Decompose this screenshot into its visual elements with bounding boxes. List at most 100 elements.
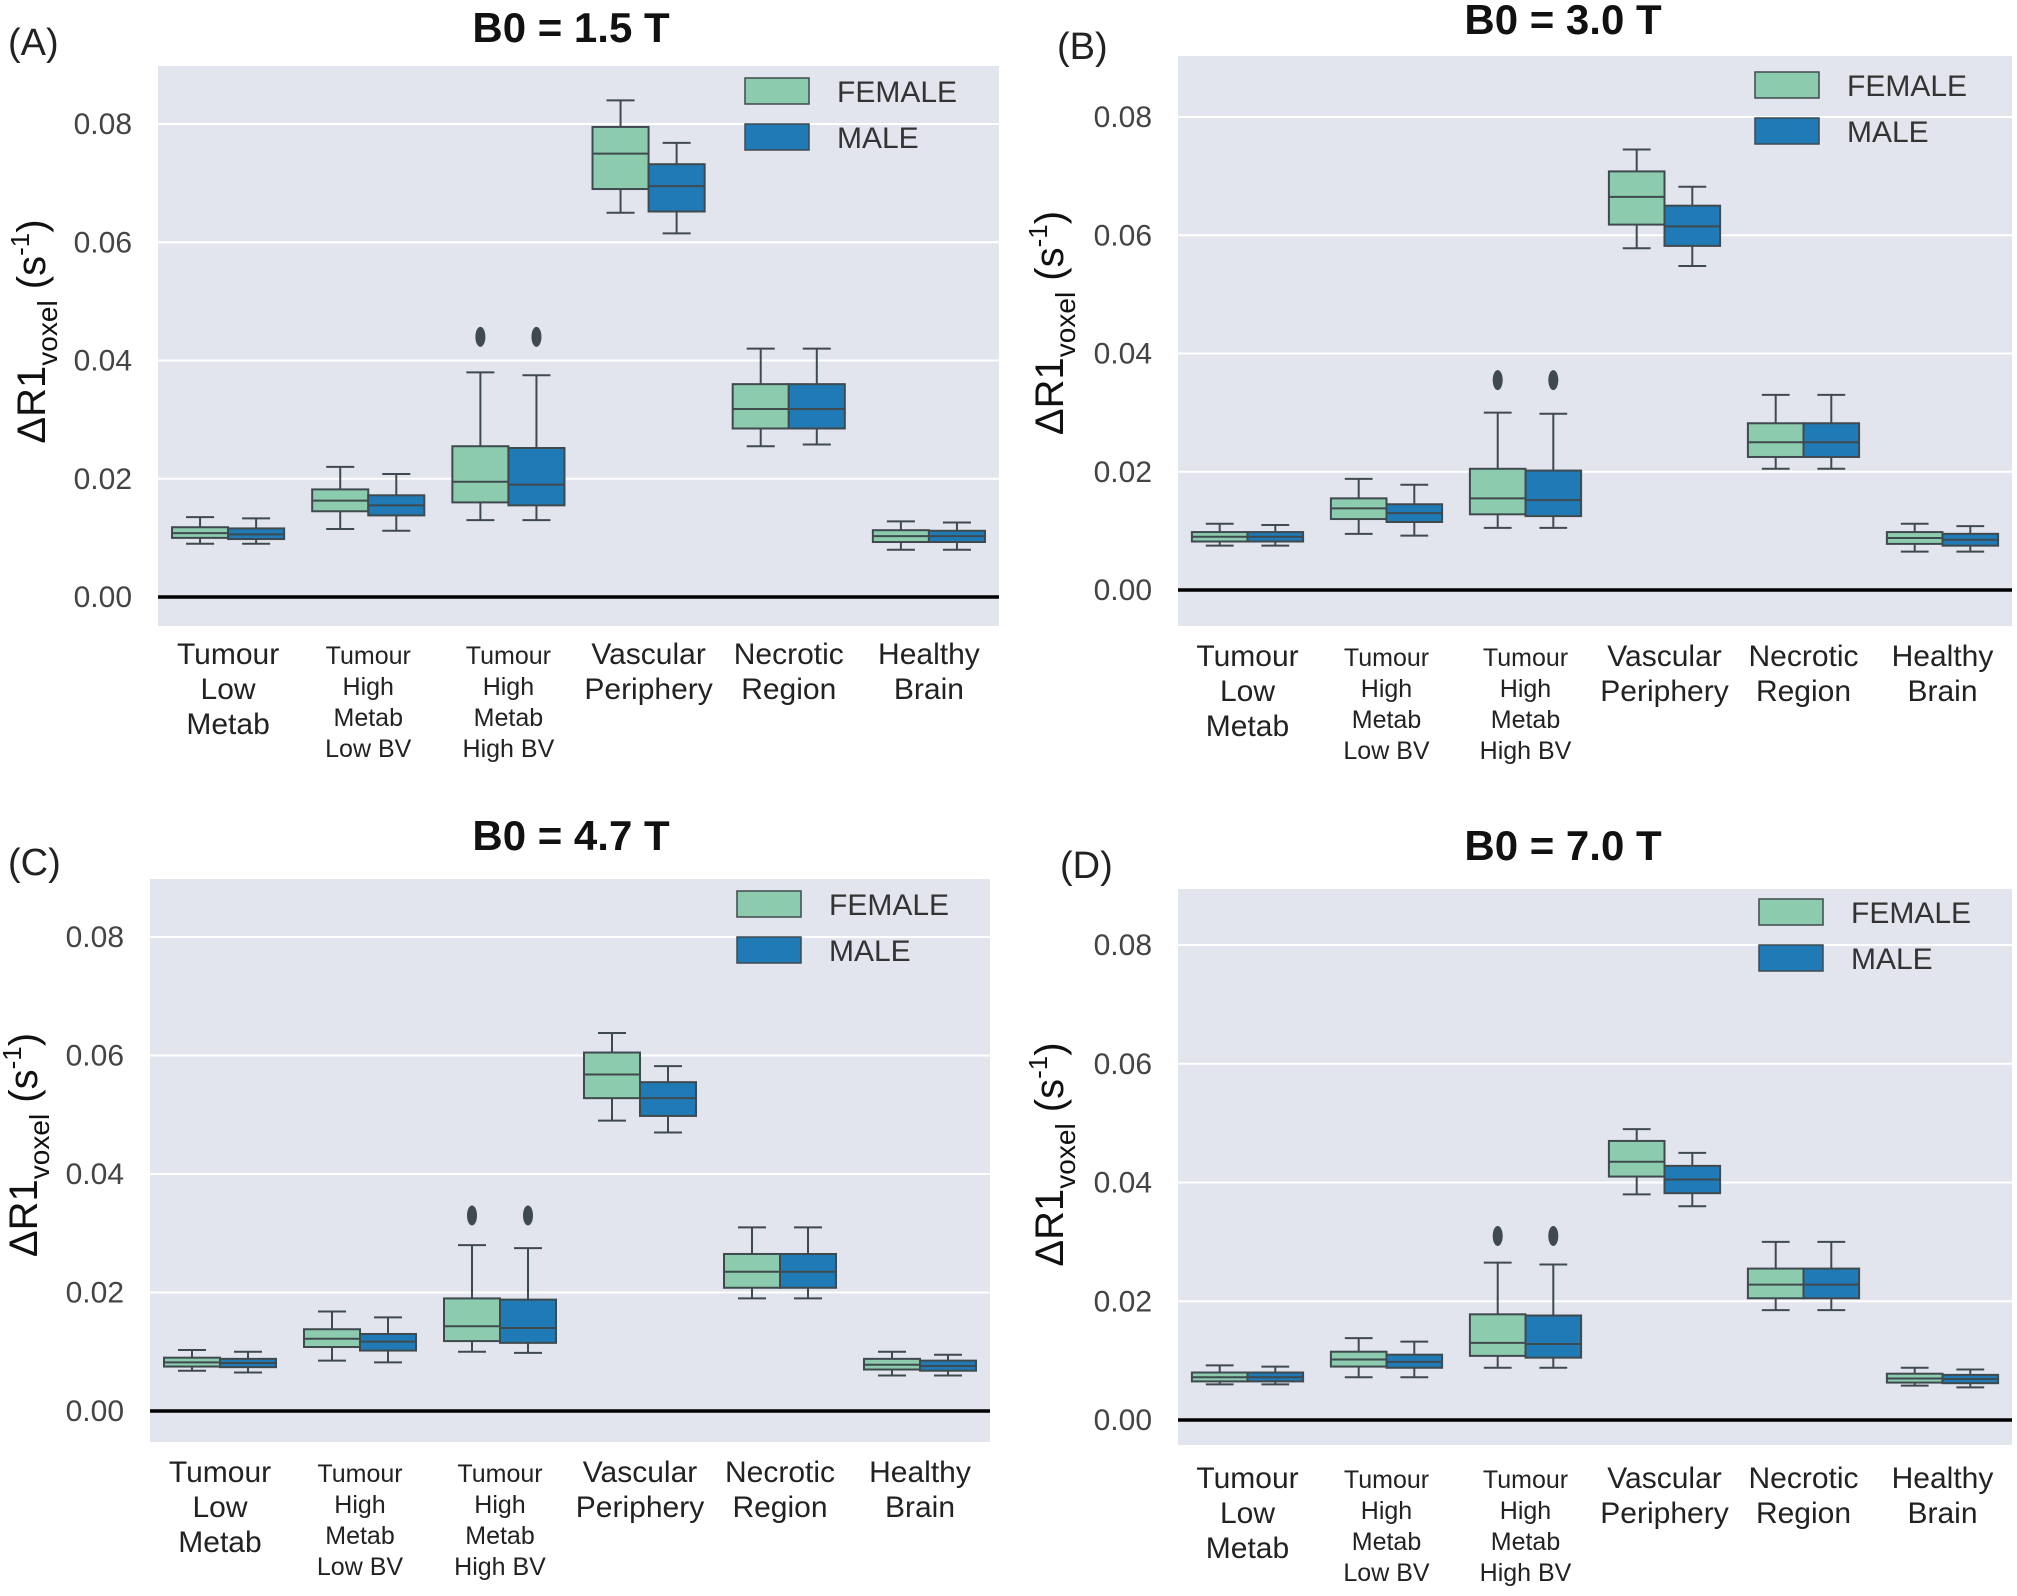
x-tick-label: Necrotic Region	[725, 1456, 835, 1524]
x-tick-label: Healthy Brain	[878, 638, 980, 706]
x-tick-label: Vascular Periphery	[576, 1456, 704, 1524]
y-tick-label: 0.06	[1094, 1048, 1152, 1081]
box-male-5	[787, 347, 846, 446]
panel-label: (B)	[1057, 26, 1108, 68]
outlier-point	[531, 326, 542, 347]
box-body	[1524, 469, 1583, 518]
x-tick-label: Healthy Brain	[1892, 640, 1994, 708]
chart-title: B0 = 7.0 T	[1464, 822, 1662, 869]
panel-3: 0.00 0.02 0.04 0.06 0.08 Tumour Low Metab Tumour…	[0, 812, 990, 1581]
legend-swatch	[1758, 898, 1824, 926]
box-body	[451, 445, 510, 504]
y-axis-label: ΔR1voxel (s-1)	[1023, 211, 1081, 435]
box-female-5	[1746, 393, 1805, 470]
box-male-6	[1941, 525, 2000, 553]
box-body	[1524, 1314, 1583, 1359]
box-male-1	[227, 517, 286, 545]
box-female-4	[591, 99, 650, 214]
box-male-5	[779, 1226, 837, 1300]
y-axis-label: ΔR1voxel (s-1)	[1023, 1042, 1081, 1266]
plot-background	[150, 879, 990, 1442]
box-male-4	[1663, 1151, 1722, 1208]
x-tick-label: Tumour High Metab High BV	[463, 642, 555, 763]
legend-swatch	[1754, 71, 1820, 99]
y-tick-label: 0.08	[1094, 929, 1152, 962]
x-tick-label: Vascular Periphery	[584, 638, 712, 706]
panel-1: 0.00 0.02 0.04 0.06 0.08 Tumour Low Metab Tumour…	[5, 4, 999, 763]
legend-label: FEMALE	[1851, 897, 1971, 930]
box-body	[1802, 422, 1861, 458]
x-tick-label: Healthy Brain	[869, 1456, 971, 1524]
box-body	[1468, 1313, 1527, 1357]
legend-swatch	[736, 890, 802, 918]
y-tick-label: 0.00	[1094, 574, 1152, 607]
legend-swatch	[1754, 117, 1820, 145]
y-tick-label: 0.04	[74, 345, 132, 378]
y-tick-label: 0.02	[74, 463, 132, 496]
y-axis-label: ΔR1voxel (s-1)	[0, 1033, 55, 1257]
box-male-5	[1802, 1240, 1861, 1312]
x-tick-label: Tumour High Metab High BV	[1480, 1466, 1572, 1587]
box-body	[1746, 422, 1805, 458]
x-tick-label: Tumour High Metab High BV	[454, 1460, 546, 1581]
box-male-6	[927, 521, 986, 551]
box-body	[787, 383, 846, 430]
y-tick-label: 0.00	[66, 1395, 124, 1428]
box-female-1	[1190, 522, 1249, 547]
box-male-2	[1385, 1340, 1444, 1379]
x-tick-label: Tumour Low Metab	[177, 638, 279, 741]
panel-label: (D)	[1060, 845, 1113, 887]
box-body	[1607, 1139, 1666, 1178]
x-tick-label: Tumour Low Metab	[169, 1456, 271, 1559]
box-male-2	[367, 473, 426, 532]
box-female-2	[1329, 1337, 1388, 1379]
legend-swatch	[744, 123, 810, 151]
y-tick-label: 0.06	[74, 226, 132, 259]
legend-label: FEMALE	[837, 76, 957, 109]
box-female-5	[723, 1226, 781, 1300]
box-male-4	[639, 1065, 697, 1134]
box-male-2	[1385, 483, 1444, 537]
outlier-point	[1492, 1225, 1503, 1246]
outlier-point	[1548, 1225, 1559, 1246]
legend-label: MALE	[829, 935, 911, 968]
box-female-3	[1468, 1225, 1527, 1369]
y-tick-label: 0.04	[1094, 338, 1152, 371]
y-tick-label: 0.02	[66, 1277, 124, 1310]
y-tick-label: 0.02	[1094, 456, 1152, 489]
chart-title: B0 = 4.7 T	[472, 812, 670, 859]
legend-label: MALE	[1851, 943, 1933, 976]
box-body	[499, 1298, 557, 1344]
y-tick-label: 0.02	[1094, 1285, 1152, 1318]
box-male-3	[1524, 1225, 1583, 1369]
box-body	[1802, 1267, 1861, 1300]
box-male-1	[219, 1350, 277, 1374]
x-tick-label: Vascular Periphery	[1600, 1462, 1728, 1530]
y-axis-label: ΔR1voxel (s-1)	[5, 219, 63, 443]
y-tick-label: 0.04	[1094, 1167, 1152, 1200]
x-tick-label: Tumour Low Metab	[1196, 640, 1298, 743]
y-tick-label: 0.06	[66, 1040, 124, 1073]
box-body	[1746, 1267, 1805, 1300]
box-male-3	[1524, 370, 1583, 529]
box-male-6	[1941, 1368, 2000, 1389]
x-tick-label: Healthy Brain	[1892, 1462, 1994, 1530]
outlier-point	[475, 326, 486, 347]
box-male-4	[1663, 185, 1722, 267]
legend-label: FEMALE	[829, 889, 949, 922]
x-tick-label: Necrotic Region	[1748, 640, 1858, 708]
legend-label: FEMALE	[1847, 70, 1967, 103]
box-female-6	[1885, 522, 1944, 553]
legend-swatch	[1758, 944, 1824, 972]
panel-label: (A)	[8, 22, 59, 64]
y-tick-label: 0.06	[1094, 219, 1152, 252]
legend-label: MALE	[837, 122, 919, 155]
x-tick-label: Tumour High Metab Low BV	[317, 1460, 403, 1581]
box-female-4	[1607, 148, 1666, 250]
box-body	[731, 383, 790, 430]
box-male-6	[919, 1353, 977, 1377]
legend-label: MALE	[1847, 116, 1929, 149]
box-female-2	[1329, 477, 1388, 535]
box-body	[591, 125, 650, 191]
